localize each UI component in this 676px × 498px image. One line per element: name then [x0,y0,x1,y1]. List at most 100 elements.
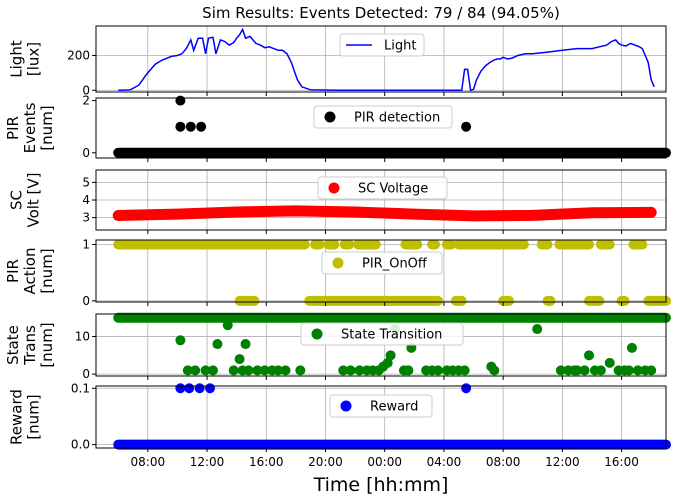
y-axis-label: Reward [8,389,26,445]
data-point [385,350,396,361]
y-tick-label: 3 [82,211,90,225]
data-point [240,339,251,350]
data-point [572,365,583,376]
legend-label: State Transition [341,328,442,343]
data-point [222,320,233,331]
data-point [461,383,472,394]
y-tick-label: 0 [82,294,90,308]
data-point [273,365,284,376]
data-point [190,365,201,376]
x-tick-label: 20:00 [308,455,343,469]
axes-frame [95,97,667,159]
panel-3: 3 4 5 SC Volt [V] SC Voltage [8,169,667,234]
data-point [175,335,186,346]
y-tick-label: 200 [67,49,90,63]
axes-frame [95,239,667,303]
data-point [403,365,414,376]
data-point [555,365,566,376]
data-point [207,365,218,376]
y-axis-label: [num] [38,248,56,293]
y-axis-label: [lux] [25,42,43,76]
data-point [646,365,657,376]
x-tick-label: 00:00 [367,455,402,469]
y-axis-label: Volt [V] [25,172,43,227]
data-point [194,383,205,394]
y-tick-label: 0 [82,83,90,97]
x-tick-label: 12:00 [190,455,225,469]
y-tick-label: 10 [75,330,90,344]
y-axis-label: [num] [38,105,56,150]
data-point [532,324,543,335]
data-point [175,121,186,132]
data-point [243,365,254,376]
panel-5: 0 10 State Trans [num] State Transition [4,312,671,381]
legend-swatch [340,400,352,412]
legend-label: PIR_OnOff [362,257,428,272]
y-axis-label: Events [21,102,39,153]
y-axis-label: [num] [25,394,43,439]
data-point [175,383,186,394]
y-axis-label: PIR [4,259,22,283]
figure-title: Sim Results: Events Detected: 79 / 84 (9… [202,4,560,22]
x-tick-label: 16:00 [249,455,284,469]
data-point [259,365,270,376]
data-point [338,365,349,376]
legend-label: PIR detection [354,111,440,126]
data-point [632,365,643,376]
y-axis-label: [num] [38,322,56,367]
y-axis-label: SC [8,190,26,210]
data-point [345,365,356,376]
y-axis-label: State [4,325,22,365]
y-tick-label: 0 [82,367,90,381]
legend-swatch [311,328,323,340]
y-axis-label: PIR [4,116,22,140]
panel-2: 0 2 PIR Events [num] PIR detection [4,94,671,162]
data-point [579,365,590,376]
y-tick-label: 0.0 [71,438,90,452]
x-tick-label: 08:00 [131,455,166,469]
legend-label: SC Voltage [358,182,428,197]
data-point [295,365,306,376]
data-point [433,365,443,376]
legend-label: Reward [370,400,418,415]
legend-box [339,33,425,57]
legend-box [321,251,443,275]
data-point [175,95,186,106]
y-axis-label: Light [8,40,26,78]
y-axis-label: Action [21,248,39,295]
axes-frame [95,25,667,93]
data-point [604,357,615,368]
data-point [354,365,365,376]
data-point [200,365,211,376]
data-point [382,357,393,368]
x-axis-label: Time [hh:mm] [313,474,449,496]
data-point [626,342,637,353]
y-tick-label: 2 [82,94,90,108]
sc-voltage-points [112,205,657,222]
legend-label: Light [384,39,416,54]
data-point [280,365,291,376]
series-line-light [118,27,655,92]
legend-swatch [324,111,336,123]
legend-swatch [328,182,340,194]
data-point [184,383,195,394]
legend-box [313,105,453,129]
y-tick-label: 4 [82,193,90,207]
panel-4: 0 1 PIR Action [num] PIR_OnOff [4,238,671,308]
y-tick-label: 5 [82,175,90,189]
y-tick-label: 0.1 [71,381,90,395]
data-point [185,121,196,132]
data-point [459,365,470,376]
y-tick-label: 1 [82,238,90,252]
data-point [182,365,193,376]
x-tick-label: 04:00 [427,455,462,469]
data-point [205,383,215,394]
data-point [228,365,239,376]
legend-box [317,176,448,200]
data-point [212,339,223,350]
x-tick-label: 08:00 [486,455,521,469]
x-tick-label: 12:00 [545,455,580,469]
data-point [489,365,500,376]
